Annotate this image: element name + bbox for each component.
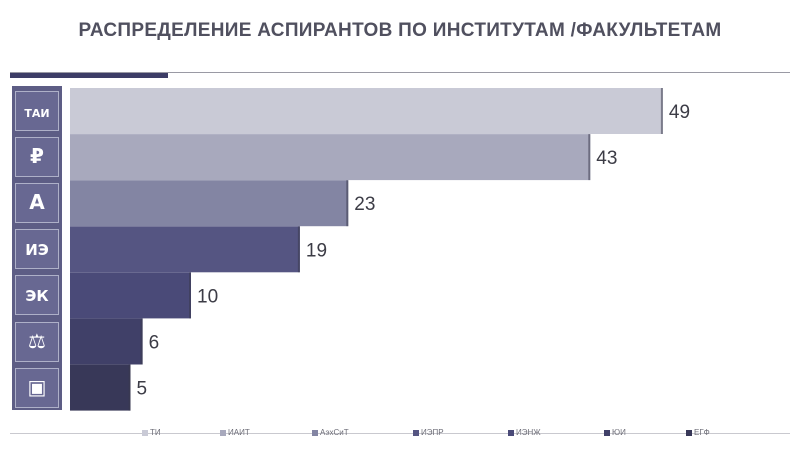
bottom-divider (10, 433, 790, 434)
legend-item: АэхСиТ (312, 428, 349, 437)
data-label: 10 (197, 286, 218, 307)
svg-text:ЭК: ЭК (25, 287, 49, 305)
top-divider (10, 72, 790, 73)
legend-item: ЕГФ (686, 428, 710, 437)
box-cube-icon: ▣ (15, 367, 59, 408)
legend-swatch (312, 429, 318, 436)
accent-bar (10, 73, 168, 78)
data-label: 23 (354, 194, 375, 215)
svg-text:▣: ▣ (28, 375, 47, 399)
svg-text:ИЭ: ИЭ (25, 241, 49, 259)
bar-edge (140, 318, 143, 365)
legend-label: ИАИТ (228, 428, 250, 437)
legend-label: ЮИ (612, 428, 626, 437)
bar-edge (660, 88, 663, 134)
legend-item: ТИ (142, 428, 161, 437)
legend-label: ТИ (150, 428, 161, 437)
bar-edge (297, 226, 300, 273)
legend-swatch (508, 429, 514, 436)
legend-swatch (142, 429, 148, 436)
svg-text:А: А (29, 190, 45, 214)
legend-label: АэхСиТ (320, 428, 349, 437)
bar-АэхСиТ (70, 180, 349, 227)
shield-ruble-icon: ₽ (15, 137, 59, 178)
svg-text:⚖: ⚖ (28, 329, 46, 353)
bar-ИЭНЖ (70, 272, 191, 319)
legend-swatch (686, 429, 692, 436)
legend-swatch (413, 429, 419, 436)
legend-label: ИЭНЖ (516, 428, 541, 437)
legend-label: ЕГФ (694, 428, 710, 437)
legend-item: ИЭПР (413, 428, 444, 437)
data-label: 43 (596, 148, 617, 169)
iepr-logo-icon: ИЭ (15, 229, 59, 270)
bar-edge (128, 364, 131, 411)
legend-label: ИЭПР (421, 428, 444, 437)
tai-logo-icon: ТАИ (15, 91, 59, 131)
scales-justice-icon: ⚖ (15, 321, 59, 362)
bar-ИАИТ (70, 134, 591, 181)
architecture-column-icon: А (15, 183, 59, 224)
bar-ИЭПР (70, 226, 300, 273)
legend-item: ИЭНЖ (508, 428, 541, 437)
legend-item: ЮИ (604, 428, 626, 437)
legend-swatch (220, 429, 226, 436)
legend-item: ИАИТ (220, 428, 250, 437)
ek-logo-icon: ЭК (15, 275, 59, 316)
bar-ЕГФ (70, 364, 131, 411)
data-label: 5 (137, 379, 148, 400)
svg-text:ТАИ: ТАИ (24, 107, 49, 120)
bar-ТИ (70, 88, 663, 134)
svg-text:₽: ₽ (30, 144, 44, 168)
bar-edge (588, 134, 591, 181)
chart-title: РАСПРЕДЕЛЕНИЕ АСПИРАНТОВ ПО ИНСТИТУТАМ /… (78, 20, 722, 41)
bar-edge (346, 180, 349, 227)
data-label: 19 (306, 240, 327, 261)
bar-ЮИ (70, 318, 143, 365)
data-label: 49 (669, 102, 690, 123)
legend-swatch (604, 429, 610, 436)
data-label: 6 (149, 333, 160, 354)
bar-edge (189, 272, 191, 319)
